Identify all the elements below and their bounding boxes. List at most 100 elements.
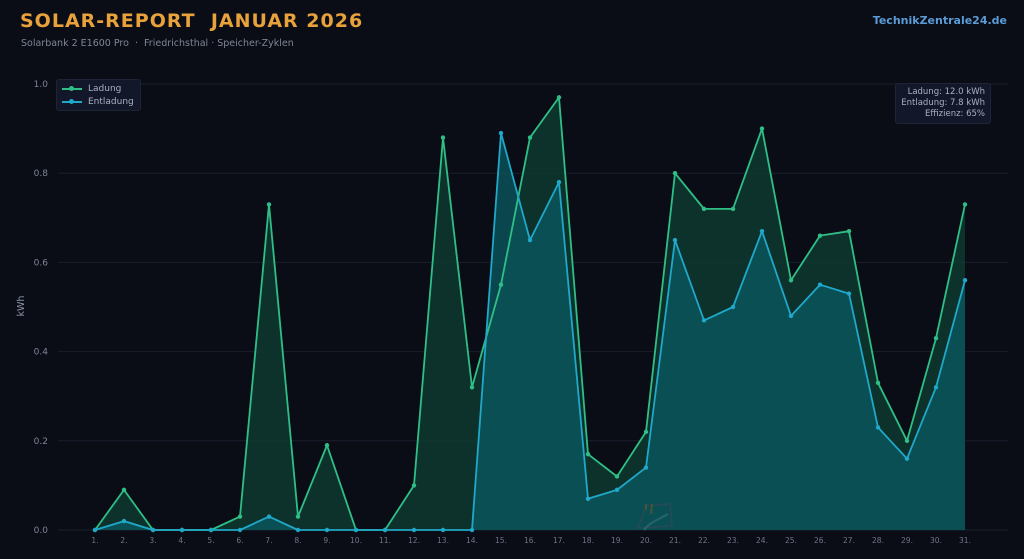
- point-ladung: [440, 135, 446, 140]
- point-ladung: [411, 483, 417, 488]
- point-entladung: [237, 527, 243, 533]
- point-entladung: [382, 527, 388, 533]
- y-tick-label: 0.6: [34, 258, 49, 268]
- point-entladung: [498, 130, 504, 136]
- point-entladung: [440, 527, 446, 533]
- x-tick-label: 15.: [495, 536, 507, 545]
- legend-swatch-ladung: [62, 84, 82, 94]
- point-entladung: [788, 313, 794, 319]
- point-ladung: [614, 474, 620, 479]
- point-entladung: [759, 228, 765, 234]
- x-tick-label: 5.: [207, 536, 214, 545]
- point-entladung: [585, 496, 591, 501]
- x-tick-label: 11.: [379, 536, 391, 545]
- point-ladung: [527, 135, 533, 140]
- x-tick-label: 31.: [959, 536, 971, 545]
- point-ladung: [817, 233, 823, 238]
- point-entladung: [730, 304, 736, 310]
- x-tick-label: 13.: [437, 536, 449, 545]
- point-entladung: [266, 514, 272, 519]
- page-title: SOLAR-REPORT JANUAR 2026: [20, 10, 364, 32]
- x-tick-label: 25.: [785, 536, 797, 545]
- point-entladung: [556, 179, 562, 185]
- y-tick-label: 0.0: [34, 526, 49, 536]
- point-entladung: [469, 527, 475, 533]
- axis-layer: 0.0 0.2 0.4 0.6 0.8 1.0 1. 2. 3. 4. 5. 6. 7. 8. 9. 10. 1…: [34, 80, 971, 545]
- point-entladung: [614, 487, 620, 493]
- x-tick-label: 6.: [236, 536, 243, 545]
- legend-item-entladung[interactable]: Entladung: [62, 95, 134, 108]
- x-tick-label: 23.: [727, 536, 739, 545]
- x-tick-label: 26.: [814, 536, 826, 545]
- point-entladung: [643, 465, 649, 470]
- x-tick-label: 20.: [640, 536, 652, 545]
- point-entladung: [179, 527, 185, 533]
- page-subtitle: Solarbank 2 E1600 Pro · Friedrichsthal ·…: [21, 38, 294, 49]
- point-entladung: [875, 425, 881, 430]
- point-ladung: [788, 278, 794, 283]
- point-ladung: [672, 171, 678, 176]
- point-ladung: [266, 202, 272, 207]
- stats-box: Ladung: 12.0 kWh Entladung: 7.8 kWh Effi…: [895, 83, 991, 124]
- point-entladung: [92, 527, 98, 533]
- point-entladung: [846, 291, 852, 296]
- x-tick-label: 29.: [901, 536, 913, 545]
- point-entladung: [324, 527, 330, 533]
- legend-item-ladung[interactable]: Ladung: [62, 82, 134, 95]
- x-tick-label: 14.: [466, 536, 478, 545]
- x-tick-label: 12.: [408, 536, 420, 545]
- x-tick-label: 22.: [698, 536, 710, 545]
- brand-link[interactable]: TechnikZentrale24.de: [872, 14, 1007, 27]
- y-tick-label: 0.2: [34, 437, 48, 447]
- point-entladung: [295, 527, 301, 533]
- stats-entladung: Entladung: 7.8 kWh: [901, 98, 985, 108]
- y-axis-label: kWh: [16, 296, 27, 317]
- x-tick-label: 1.: [91, 536, 98, 545]
- x-tick-label: 4.: [178, 536, 185, 545]
- x-tick-label: 7.: [265, 536, 272, 545]
- y-tick-label: 1.0: [34, 80, 49, 90]
- x-tick-label: 17.: [553, 536, 565, 545]
- point-ladung: [469, 385, 475, 390]
- point-entladung: [150, 527, 156, 533]
- x-tick-label: 8.: [294, 536, 301, 545]
- x-tick-label: 9.: [323, 536, 330, 545]
- point-ladung: [962, 202, 968, 207]
- legend-label-ladung: Ladung: [88, 83, 122, 94]
- x-tick-label: 18.: [582, 536, 594, 545]
- chart-legend: Ladung Entladung: [56, 79, 141, 111]
- point-ladung: [121, 487, 127, 493]
- x-tick-label: 21.: [669, 536, 681, 545]
- x-tick-label: 16.: [524, 536, 536, 545]
- point-entladung: [904, 456, 910, 461]
- legend-label-entladung: Entladung: [88, 96, 134, 107]
- point-ladung: [730, 206, 736, 212]
- point-entladung: [962, 278, 968, 283]
- point-ladung: [875, 380, 881, 386]
- point-entladung: [672, 237, 678, 243]
- point-ladung: [904, 438, 910, 443]
- x-tick-label: 30.: [930, 536, 942, 545]
- point-ladung: [701, 206, 707, 212]
- point-ladung: [846, 228, 852, 234]
- x-tick-label: 3.: [149, 536, 156, 545]
- point-ladung: [759, 126, 765, 131]
- x-tick-label: 27.: [843, 536, 855, 545]
- legend-swatch-entladung: [62, 97, 82, 107]
- point-entladung: [933, 385, 939, 390]
- x-tick-label: 24.: [756, 536, 768, 545]
- point-ladung: [556, 95, 562, 100]
- point-entladung: [411, 527, 417, 533]
- point-entladung: [701, 318, 707, 323]
- point-ladung: [324, 443, 330, 448]
- point-ladung: [643, 429, 649, 435]
- point-entladung: [817, 282, 823, 287]
- point-ladung: [498, 282, 504, 287]
- point-entladung: [527, 237, 533, 243]
- area-layer: [95, 97, 965, 530]
- area-entladung: [95, 133, 965, 530]
- point-entladung: [353, 527, 359, 533]
- x-tick-label: 2.: [120, 536, 127, 545]
- point-ladung: [237, 514, 243, 519]
